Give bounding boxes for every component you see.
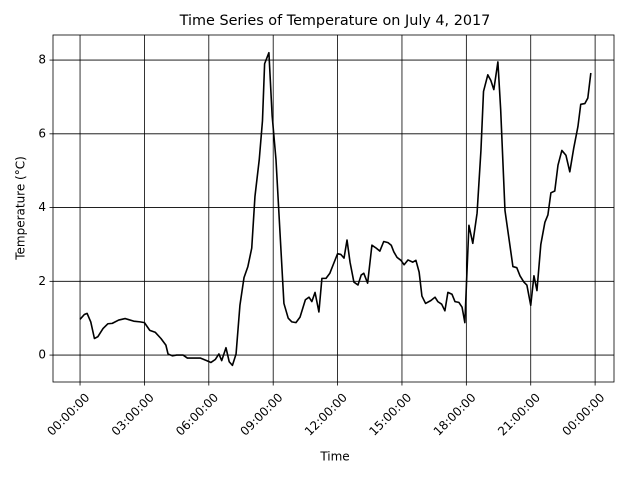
- y-axis-label: Temperature (°C): [14, 156, 28, 261]
- y-tick-label: 2: [38, 274, 46, 288]
- y-tick-label: 0: [38, 348, 46, 362]
- x-tick-label: 09:00:00: [238, 390, 286, 438]
- y-tick-label: 6: [38, 126, 46, 140]
- y-tick-label: 4: [38, 200, 46, 214]
- x-tick-label: 15:00:00: [366, 390, 414, 438]
- plot-frame: [52, 34, 615, 383]
- x-tick-label: 03:00:00: [109, 390, 157, 438]
- x-tick-label: 12:00:00: [302, 390, 350, 438]
- chart-title: Time Series of Temperature on July 4, 20…: [179, 13, 491, 29]
- x-tick-label: 00:00:00: [44, 390, 92, 438]
- x-axis-label: Time: [319, 450, 349, 464]
- data-line: [79, 51, 592, 367]
- x-tick-label: 21:00:00: [495, 390, 543, 438]
- x-tick-label: 18:00:00: [431, 390, 479, 438]
- x-tick-label: 06:00:00: [173, 390, 221, 438]
- x-tick-label: 00:00:00: [559, 390, 607, 438]
- y-tick-label: 8: [38, 53, 46, 67]
